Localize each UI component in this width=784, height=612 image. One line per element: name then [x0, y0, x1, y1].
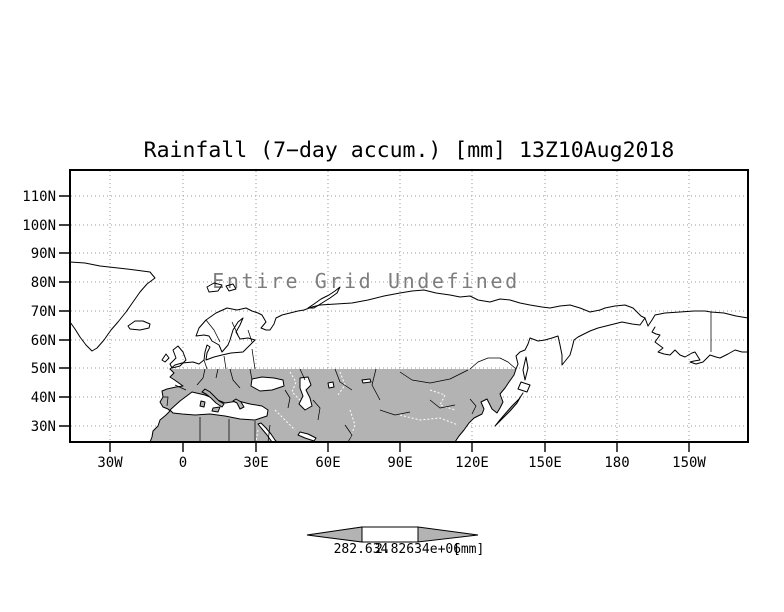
lat-label-70n: 70N [31, 304, 56, 320]
lon-label-30w: 30W [97, 455, 123, 471]
lat-label-110n: 110N [22, 189, 56, 205]
coastline-north-europe-arctic [169, 289, 649, 370]
great-britain-island [169, 345, 187, 369]
shaded-land-region [150, 369, 524, 443]
country-borders [163, 368, 477, 443]
lat-label-100n: 100N [22, 218, 56, 234]
lon-label-30e: 30E [243, 455, 268, 471]
lon-label-120e: 120E [455, 455, 489, 471]
coastline-greenland [69, 261, 156, 352]
latitude-axis: 110N 100N 90N 80N 70N 60N 50N 40N 30N [22, 189, 70, 435]
amur-russia-china-border [469, 357, 517, 370]
coastline-west-europe-africa [149, 368, 184, 443]
caspian-sea [298, 376, 313, 411]
lon-label-150w: 150W [672, 455, 706, 471]
coastline-alaska-north [647, 310, 749, 327]
coastline-alaska-south [651, 326, 749, 365]
colorbar-units: [mm] [453, 542, 484, 557]
mediterranean-sea [169, 391, 269, 421]
colorbar-box [361, 526, 419, 543]
coastline-okhotsk-kamchatka [515, 317, 646, 370]
lon-label-60e: 60E [315, 455, 340, 471]
colorbar-left-value: 282.634 [334, 542, 389, 557]
ireland-island [161, 353, 170, 363]
plot-title: Rainfall (7−day accum.) [mm] 13Z10Aug201… [144, 138, 675, 163]
undefined-grid-notice: Entire Grid Undefined [212, 269, 519, 293]
hokkaido-island [517, 381, 531, 393]
svalbard-islands [206, 282, 237, 293]
lon-label-0: 0 [179, 455, 187, 471]
iceland-island [127, 320, 151, 331]
lat-label-30n: 30N [31, 419, 56, 435]
coastlines [69, 261, 749, 443]
lake-balkhash [361, 378, 372, 384]
colorbar-right-value: 2.82634e+06 [375, 542, 461, 557]
colorbar-left-arrow [306, 526, 363, 543]
sicily-island [211, 406, 221, 413]
japan-islands [494, 392, 524, 427]
latitude-tick-marks [59, 195, 70, 427]
sakhalin-island [522, 356, 529, 381]
greece-peninsula [232, 398, 245, 410]
landmass-eurasia-africa [150, 369, 516, 442]
plot-frame [69, 169, 749, 443]
longitude-axis: 30W 0 30E 60E 90E 120E 150E 180 150W [97, 442, 706, 471]
lon-label-150e: 150E [528, 455, 562, 471]
longitude-tick-marks [109, 442, 690, 452]
sardinia-island [199, 400, 206, 408]
colorbar-right-arrow [417, 526, 479, 543]
novaya-zemlya-islands [307, 286, 341, 309]
italy-peninsula [201, 388, 225, 408]
lat-label-40n: 40N [31, 390, 56, 406]
scandinavia-borders [203, 319, 256, 370]
black-sea [250, 376, 285, 392]
aral-sea [327, 381, 335, 389]
lon-label-90e: 90E [387, 455, 412, 471]
lat-label-90n: 90N [31, 246, 56, 262]
lon-label-180: 180 [604, 455, 629, 471]
coastline-east-asia [454, 368, 517, 443]
lat-label-50n: 50N [31, 361, 56, 377]
lat-label-80n: 80N [31, 275, 56, 291]
colorbar: 282.634 2.82634e+06 [mm] [306, 526, 484, 557]
lat-label-60n: 60N [31, 333, 56, 349]
